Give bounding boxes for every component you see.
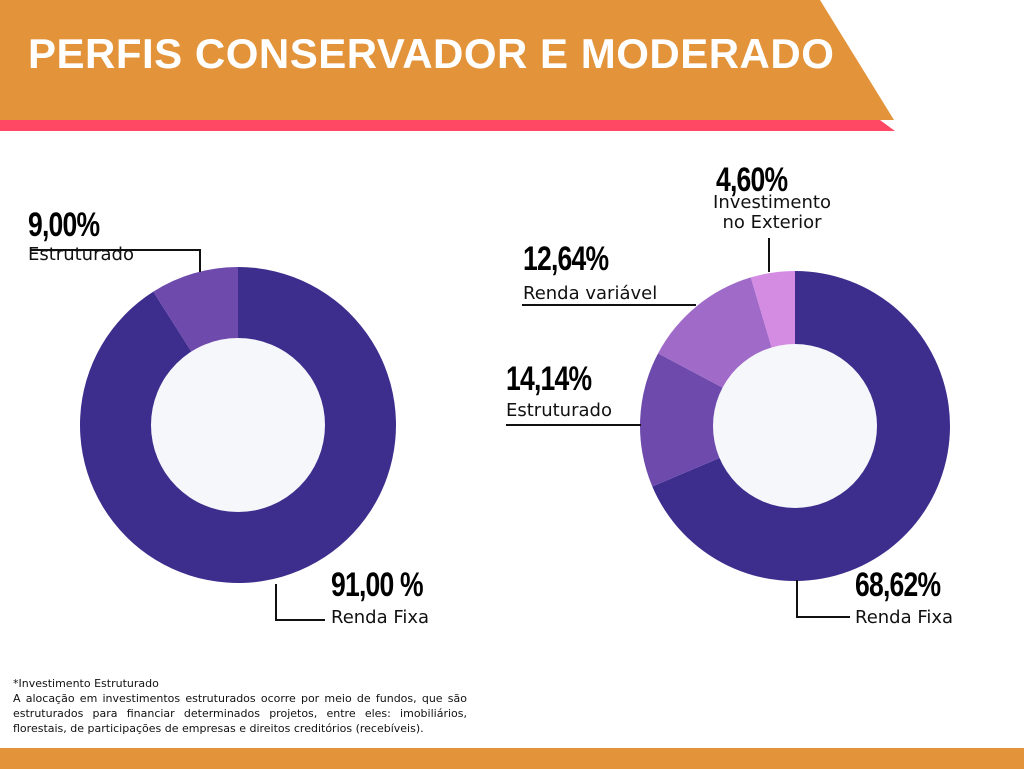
leader-line-estruturado-left	[30, 249, 201, 272]
footnote: *Investimento Estruturado A alocação em …	[13, 676, 467, 736]
category-label-renda-variavel: Renda variável	[523, 283, 658, 304]
footer-bar	[0, 748, 1024, 769]
category-label-renda-fixa-right: Renda Fixa	[855, 607, 954, 628]
header-banner	[0, 0, 895, 131]
value-label-estruturado-left: 9,00%	[28, 206, 100, 244]
category-label-renda-fixa-left: Renda Fixa	[331, 607, 430, 628]
category-label-estruturado-left: Estruturado	[28, 244, 134, 265]
leader-line-renda-fixa-left	[275, 584, 325, 621]
page-title: PERFIS CONSERVADOR E MODERADO	[28, 30, 835, 77]
donut-chart-conservador	[80, 267, 396, 584]
value-label-renda-variavel: 12,64%	[523, 240, 609, 278]
category-label-exterior-line1: Investimento	[713, 192, 831, 213]
category-label-exterior-line2: no Exterior	[722, 212, 822, 233]
donut-hole	[713, 344, 877, 508]
header-background	[0, 0, 894, 120]
value-label-estruturado-right: 14,14%	[506, 360, 592, 398]
value-label-renda-fixa-right: 68,62%	[855, 566, 941, 604]
value-label-renda-fixa-left: 91,00 %	[331, 566, 424, 604]
donut-chart-moderado	[640, 271, 950, 581]
value-label-exterior: 4,60%	[716, 161, 788, 199]
category-label-estruturado-right: Estruturado	[506, 400, 612, 421]
donut-hole	[151, 338, 325, 512]
footnote-body: A alocação em investimentos estruturados…	[13, 692, 467, 735]
footnote-title: *Investimento Estruturado	[13, 677, 159, 690]
header-accent-strip	[0, 120, 895, 131]
leader-line-renda-fixa-right	[796, 580, 850, 618]
category-label-exterior: Investimento no Exterior	[712, 193, 832, 233]
